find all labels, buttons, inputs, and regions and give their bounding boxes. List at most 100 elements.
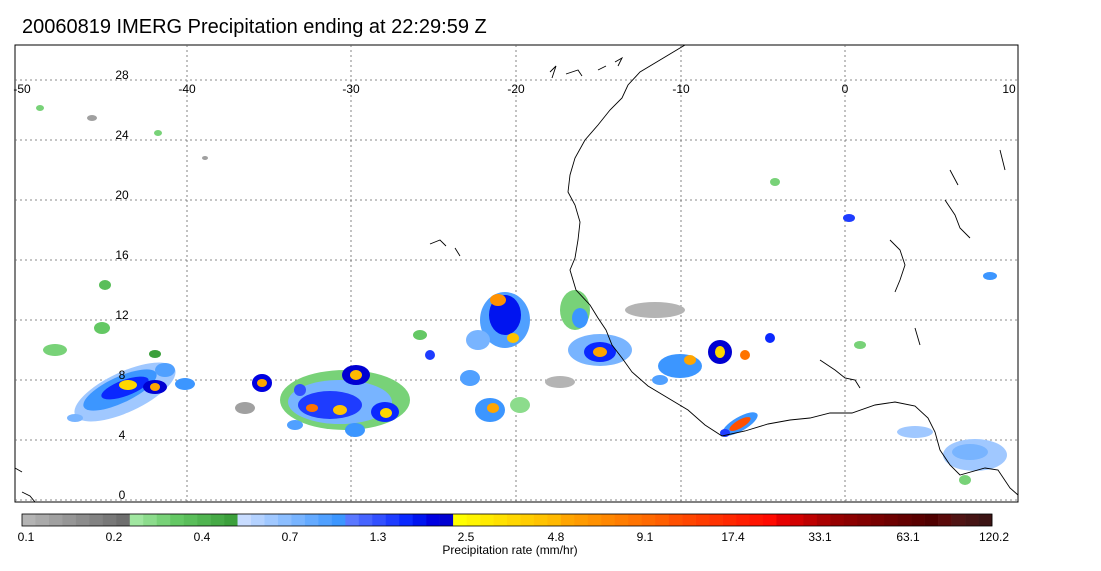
colorbar-cell <box>277 514 292 526</box>
lon-tick-label: -30 <box>342 82 360 96</box>
colorbar-cell <box>304 514 319 526</box>
colorbar-cell <box>547 514 562 526</box>
colorbar-cell <box>507 514 521 526</box>
colorbar-cell <box>762 514 777 526</box>
colorbar-cell <box>439 514 454 526</box>
colorbar-cell <box>776 514 791 526</box>
colorbar-cell <box>22 514 36 526</box>
colorbar-cell <box>816 514 831 526</box>
colorbar-cell <box>143 514 158 526</box>
colorbar-cell <box>35 514 50 526</box>
colorbar-cell <box>843 514 858 526</box>
colorbar-cell <box>978 514 993 526</box>
colorbar-label: 0.1 <box>17 530 35 544</box>
colorbar-cell <box>722 514 737 526</box>
colorbar-cell <box>129 514 144 526</box>
colorbar-cell <box>102 514 117 526</box>
colorbar-cell <box>156 514 171 526</box>
map-title: 20060819 IMERG Precipitation ending at 2… <box>22 16 487 38</box>
colorbar-label: 9.1 <box>636 530 654 544</box>
lat-tick-labels: 28 24 20 16 12 8 4 0 <box>115 68 129 502</box>
colorbar-cell <box>655 514 669 526</box>
lat-tick-label: 20 <box>115 188 129 202</box>
colorbar-cell <box>641 514 656 526</box>
lon-tick-label: -50 <box>13 82 31 96</box>
colorbar-cell <box>62 514 77 526</box>
colorbar-cell <box>951 514 966 526</box>
colorbar-cell <box>803 514 818 526</box>
lon-tick-label: -10 <box>672 82 690 96</box>
colorbar-cell <box>938 514 952 526</box>
colorbar-cell <box>911 514 925 526</box>
lat-tick-label: 4 <box>119 428 126 442</box>
colorbar-title: Precipitation rate (mm/hr) <box>442 543 578 557</box>
precip-cells <box>36 105 1007 485</box>
colorbar-cell <box>614 514 629 526</box>
colorbar-cell <box>183 514 198 526</box>
colorbar-cell <box>116 514 131 526</box>
lon-tick-label: -40 <box>178 82 196 96</box>
colorbar-cell <box>251 514 265 526</box>
colorbar-cell <box>749 514 764 526</box>
colorbar-cell <box>897 514 912 526</box>
lon-tick-labels: -50 -40 -30 -20 -10 0 10 <box>13 82 1016 96</box>
colorbar-cell <box>453 514 467 526</box>
colorbar-cell <box>533 514 548 526</box>
colorbar-cell <box>493 514 508 526</box>
colorbar-cell <box>399 514 413 526</box>
lat-tick-label: 16 <box>115 248 129 262</box>
colorbar-cell <box>224 514 238 526</box>
colorbar-cell <box>89 514 104 526</box>
colorbar-cell <box>857 514 872 526</box>
colorbar-cell <box>318 514 333 526</box>
colorbar-cell <box>709 514 723 526</box>
colorbar-cell <box>170 514 184 526</box>
colorbar-cell <box>426 514 440 526</box>
colorbar-label: 33.1 <box>808 530 832 544</box>
colorbar-cell <box>75 514 90 526</box>
colorbar-cell <box>965 514 979 526</box>
colorbar-cell <box>237 514 252 526</box>
gridlines <box>15 45 1018 502</box>
colorbar-cell <box>48 514 63 526</box>
colorbar-cell <box>587 514 602 526</box>
colorbar <box>21 513 993 527</box>
colorbar-cell <box>870 514 885 526</box>
colorbar-cell <box>736 514 750 526</box>
colorbar-cell <box>601 514 616 526</box>
lat-tick-label: 8 <box>119 368 126 382</box>
lat-tick-label: 0 <box>119 488 126 502</box>
colorbar-cell <box>372 514 387 526</box>
colorbar-label: 1.3 <box>369 530 387 544</box>
lat-tick-label: 24 <box>115 128 129 142</box>
colorbar-cell <box>924 514 939 526</box>
colorbar-cell <box>574 514 589 526</box>
colorbar-cell <box>345 514 360 526</box>
lon-tick-label: 0 <box>842 82 849 96</box>
colorbar-cell <box>466 514 481 526</box>
colorbar-cell <box>789 514 804 526</box>
colorbar-cell <box>210 514 225 526</box>
colorbar-cell <box>412 514 427 526</box>
colorbar-cell <box>385 514 400 526</box>
lon-tick-label: 10 <box>1002 82 1016 96</box>
lon-tick-label: -20 <box>507 82 525 96</box>
colorbar-label: 63.1 <box>896 530 920 544</box>
colorbar-cell <box>480 514 494 526</box>
colorbar-label: 4.8 <box>547 530 565 544</box>
colorbar-cell <box>197 514 211 526</box>
colorbar-frame <box>21 513 993 527</box>
colorbar-cell <box>628 514 643 526</box>
colorbar-label: 0.2 <box>105 530 123 544</box>
colorbar-cell <box>830 514 845 526</box>
lat-tick-label: 28 <box>115 68 129 82</box>
colorbar-cell <box>560 514 575 526</box>
colorbar-cell <box>331 514 346 526</box>
colorbar-cell <box>358 514 373 526</box>
colorbar-cell <box>264 514 279 526</box>
map-frame <box>14 44 1019 503</box>
lat-tick-label: 12 <box>115 308 129 322</box>
coastlines <box>15 45 1018 502</box>
colorbar-cell <box>291 514 306 526</box>
